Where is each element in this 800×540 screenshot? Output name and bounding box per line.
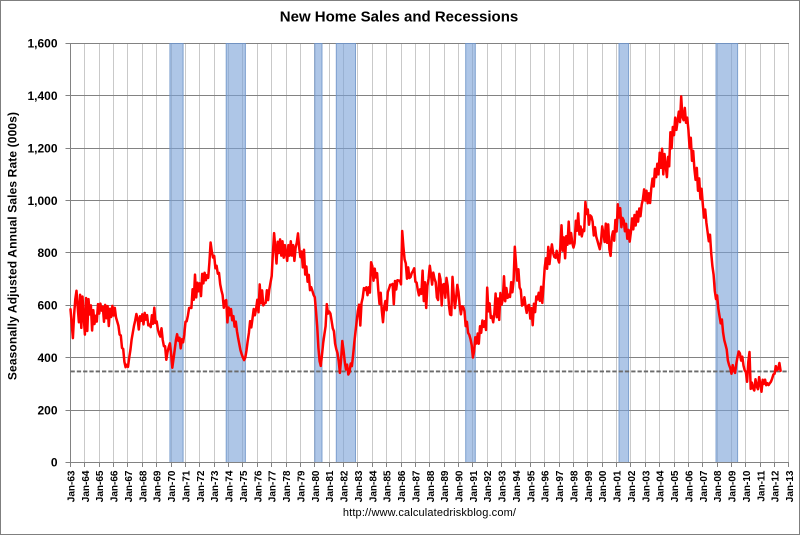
- svg-text:200: 200: [37, 403, 57, 417]
- svg-text:Jan-91: Jan-91: [469, 470, 480, 502]
- svg-text:Jan-12: Jan-12: [771, 470, 782, 502]
- svg-text:Jan-81: Jan-81: [325, 470, 336, 502]
- svg-text:800: 800: [37, 246, 57, 260]
- svg-text:Jan-88: Jan-88: [426, 470, 437, 502]
- svg-text:1,600: 1,600: [27, 37, 57, 51]
- svg-text:Jan-82: Jan-82: [340, 470, 351, 502]
- svg-text:Jan-63: Jan-63: [67, 470, 78, 502]
- svg-text:Jan-97: Jan-97: [555, 470, 566, 502]
- svg-text:Jan-98: Jan-98: [570, 470, 581, 502]
- svg-text:Jan-06: Jan-06: [684, 470, 695, 502]
- svg-text:Jan-99: Jan-99: [584, 470, 595, 502]
- svg-text:Jan-78: Jan-78: [282, 470, 293, 502]
- svg-text:1,000: 1,000: [27, 194, 57, 208]
- svg-text:1,400: 1,400: [27, 89, 57, 103]
- svg-text:Jan-87: Jan-87: [411, 470, 422, 502]
- svg-text:600: 600: [37, 299, 57, 313]
- svg-text:Jan-01: Jan-01: [613, 470, 624, 502]
- svg-text:Jan-90: Jan-90: [455, 470, 466, 502]
- svg-text:Jan-13: Jan-13: [785, 470, 796, 502]
- svg-text:Jan-94: Jan-94: [512, 470, 523, 502]
- svg-text:Jan-65: Jan-65: [95, 470, 106, 502]
- svg-text:Jan-02: Jan-02: [627, 470, 638, 502]
- svg-text:Jan-80: Jan-80: [311, 470, 322, 502]
- svg-text:Jan-89: Jan-89: [440, 470, 451, 502]
- svg-text:1,200: 1,200: [27, 141, 57, 155]
- svg-text:http://www.calculatedriskblog.: http://www.calculatedriskblog.com/: [343, 507, 517, 519]
- svg-text:0: 0: [51, 456, 58, 470]
- svg-text:Jan-09: Jan-09: [728, 470, 739, 502]
- svg-text:Jan-66: Jan-66: [110, 470, 121, 502]
- svg-text:400: 400: [37, 351, 57, 365]
- svg-text:Jan-07: Jan-07: [699, 470, 710, 502]
- svg-text:Jan-75: Jan-75: [239, 470, 250, 502]
- svg-text:Seasonally Adjusted Annual Sal: Seasonally Adjusted Annual Sales Rate (0…: [6, 112, 20, 380]
- svg-text:Jan-05: Jan-05: [670, 470, 681, 502]
- svg-text:Jan-73: Jan-73: [210, 470, 221, 502]
- svg-text:Jan-96: Jan-96: [541, 470, 552, 502]
- svg-text:Jan-08: Jan-08: [713, 470, 724, 502]
- svg-text:Jan-74: Jan-74: [225, 470, 236, 502]
- svg-text:New Home Sales and Recessions: New Home Sales and Recessions: [280, 9, 518, 26]
- svg-text:Jan-72: Jan-72: [196, 470, 207, 502]
- svg-text:Jan-71: Jan-71: [182, 470, 193, 502]
- svg-text:Jan-76: Jan-76: [253, 470, 264, 502]
- svg-text:Jan-11: Jan-11: [756, 470, 767, 502]
- svg-text:Jan-77: Jan-77: [268, 470, 279, 502]
- svg-text:Jan-79: Jan-79: [296, 470, 307, 502]
- svg-text:Jan-84: Jan-84: [368, 470, 379, 502]
- svg-text:Jan-83: Jan-83: [354, 470, 365, 502]
- svg-text:Jan-00: Jan-00: [598, 470, 609, 502]
- svg-text:Jan-92: Jan-92: [483, 470, 494, 502]
- svg-text:Jan-93: Jan-93: [498, 470, 509, 502]
- svg-text:Jan-85: Jan-85: [383, 470, 394, 502]
- svg-text:Jan-68: Jan-68: [138, 470, 149, 502]
- svg-text:Jan-10: Jan-10: [742, 470, 753, 502]
- svg-text:Jan-04: Jan-04: [656, 470, 667, 502]
- svg-text:Jan-70: Jan-70: [167, 470, 178, 502]
- svg-text:Jan-95: Jan-95: [526, 470, 537, 502]
- svg-text:Jan-69: Jan-69: [153, 470, 164, 502]
- svg-text:Jan-86: Jan-86: [397, 470, 408, 502]
- svg-text:Jan-03: Jan-03: [641, 470, 652, 502]
- svg-text:Jan-67: Jan-67: [124, 470, 135, 502]
- svg-text:Jan-64: Jan-64: [81, 470, 92, 502]
